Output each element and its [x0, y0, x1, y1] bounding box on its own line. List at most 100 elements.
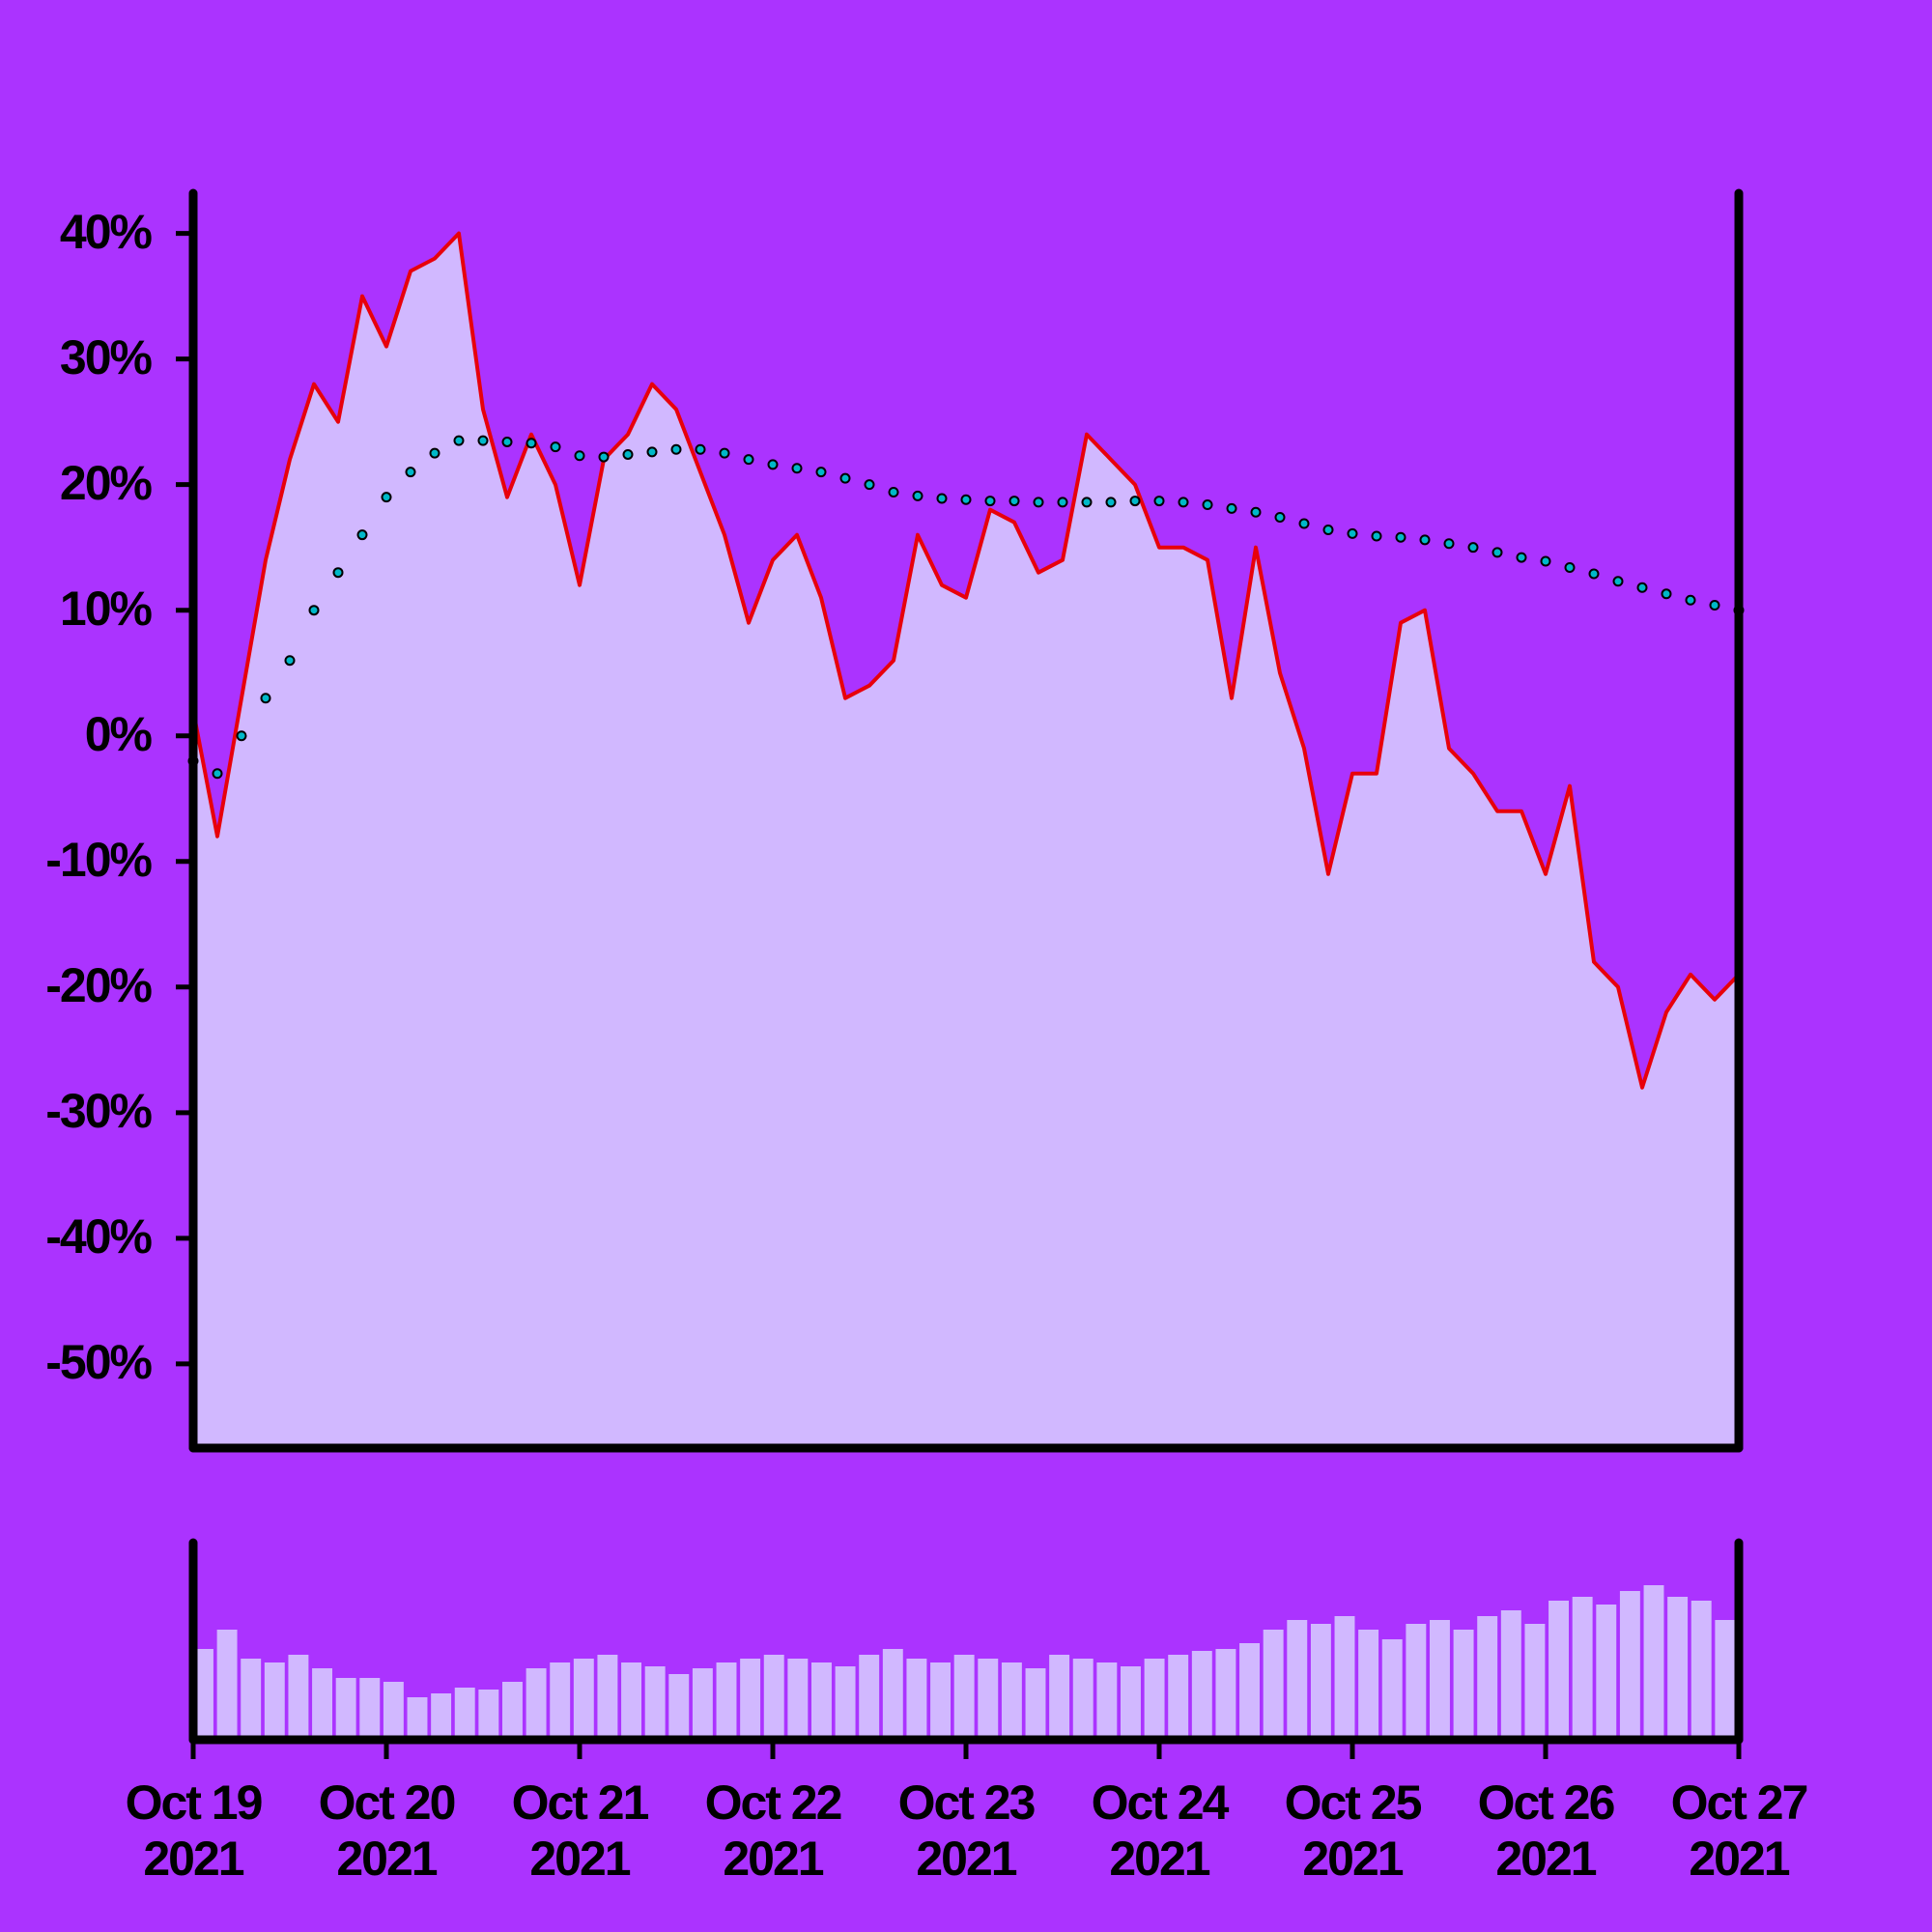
- volume-bar: [216, 1630, 238, 1736]
- volume-bar: [264, 1662, 285, 1736]
- average-dot: [1178, 497, 1189, 508]
- average-dot: [1009, 496, 1020, 507]
- volume-bar: [1215, 1649, 1236, 1736]
- volume-bar: [1524, 1624, 1546, 1736]
- volume-bar: [1239, 1643, 1260, 1736]
- volume-bar: [835, 1666, 856, 1736]
- average-dot: [405, 467, 416, 478]
- average-dot: [356, 529, 368, 541]
- average-dot: [1661, 588, 1672, 600]
- average-dot: [888, 486, 899, 497]
- volume-bar: [478, 1690, 499, 1736]
- average-dot: [912, 490, 923, 501]
- volume-bar: [1001, 1662, 1022, 1736]
- volume-bar: [692, 1668, 713, 1736]
- volume-bar: [906, 1659, 927, 1736]
- volume-bar: [1453, 1630, 1474, 1736]
- volume-bar: [1572, 1597, 1593, 1736]
- volume-bar: [359, 1678, 381, 1736]
- average-dot: [1322, 524, 1334, 535]
- average-dot: [453, 435, 465, 446]
- volume-bar: [288, 1655, 309, 1736]
- x-tick-label: Oct 21 2021: [511, 1776, 650, 1886]
- volume-bar: [383, 1682, 404, 1736]
- average-dot: [1419, 534, 1431, 546]
- average-dot: [984, 496, 996, 507]
- volume-bar: [621, 1662, 641, 1736]
- volume-bar: [335, 1678, 356, 1736]
- average-dot: [1685, 594, 1696, 606]
- volume-bar: [1287, 1620, 1308, 1736]
- volume-bar: [811, 1662, 832, 1736]
- volume-bar: [763, 1655, 784, 1736]
- volume-bar: [953, 1655, 975, 1736]
- volume-bar: [526, 1668, 547, 1736]
- average-dot: [1274, 511, 1286, 523]
- average-dot: [1298, 518, 1310, 529]
- volume-bar: [1406, 1624, 1427, 1736]
- average-dot: [1636, 582, 1648, 593]
- volume-bar: [882, 1649, 903, 1736]
- average-dot: [598, 451, 610, 463]
- volume-bar: [740, 1659, 761, 1736]
- average-dot: [284, 655, 296, 667]
- volume-bar: [1334, 1616, 1355, 1736]
- volume-bar: [1690, 1601, 1712, 1736]
- average-dot: [960, 494, 972, 505]
- y-tick-label: 40%: [60, 205, 153, 259]
- average-dot: [236, 730, 247, 742]
- average-dot: [1540, 555, 1551, 567]
- average-dot: [695, 443, 706, 455]
- average-dot: [212, 768, 223, 780]
- average-dot: [670, 443, 682, 455]
- volume-bar: [644, 1666, 666, 1736]
- average-dot: [1081, 497, 1093, 508]
- volume-bar: [1715, 1620, 1736, 1736]
- x-tick-label: Oct 22 2021: [704, 1776, 843, 1886]
- average-dot: [719, 447, 730, 459]
- y-tick-label: 0%: [85, 707, 153, 761]
- volume-bar: [573, 1659, 594, 1736]
- average-dot: [1709, 599, 1720, 611]
- average-dot: [526, 438, 537, 449]
- y-tick-label: 10%: [60, 582, 153, 636]
- y-tick-label: -30%: [45, 1084, 152, 1138]
- average-dot: [501, 436, 513, 447]
- y-tick-label: 20%: [60, 456, 153, 510]
- average-dot: [1226, 502, 1237, 514]
- average-dot: [477, 435, 489, 446]
- average-dot: [767, 459, 779, 470]
- average-dot: [622, 448, 634, 460]
- volume-bar: [1596, 1605, 1617, 1736]
- x-tick-label: Oct 27 2021: [1670, 1776, 1809, 1886]
- volume-bar: [859, 1655, 880, 1736]
- volume-bar: [1381, 1639, 1403, 1736]
- price-line: [191, 231, 1741, 1090]
- average-dot: [1033, 497, 1044, 508]
- area: [193, 233, 1739, 1449]
- y-tick-label: -20%: [45, 958, 152, 1012]
- average-dot: [1250, 506, 1262, 518]
- average-dot: [1443, 538, 1455, 550]
- volume-bar: [1144, 1659, 1165, 1736]
- x-tick-label: Oct 20 2021: [318, 1776, 457, 1886]
- average-dot: [1202, 498, 1213, 510]
- volume-bar: [1025, 1668, 1046, 1736]
- average-dot: [574, 450, 585, 462]
- average-dot: [936, 493, 948, 504]
- average-dot: [791, 463, 803, 474]
- volume-bar: [930, 1662, 951, 1736]
- x-tick-label: Oct 26 2021: [1477, 1776, 1616, 1886]
- volume-bar: [1477, 1616, 1498, 1736]
- volume-bar: [597, 1655, 618, 1736]
- average-dot: [1347, 527, 1358, 539]
- average-dot: [1612, 576, 1624, 587]
- average-dot: [1467, 542, 1479, 554]
- volume-bar: [1619, 1591, 1640, 1736]
- volume-bar: [668, 1674, 690, 1736]
- volume-bar: [1548, 1601, 1569, 1736]
- volume-bar: [1358, 1630, 1379, 1736]
- average-dot: [743, 454, 754, 466]
- average-dot: [550, 441, 561, 453]
